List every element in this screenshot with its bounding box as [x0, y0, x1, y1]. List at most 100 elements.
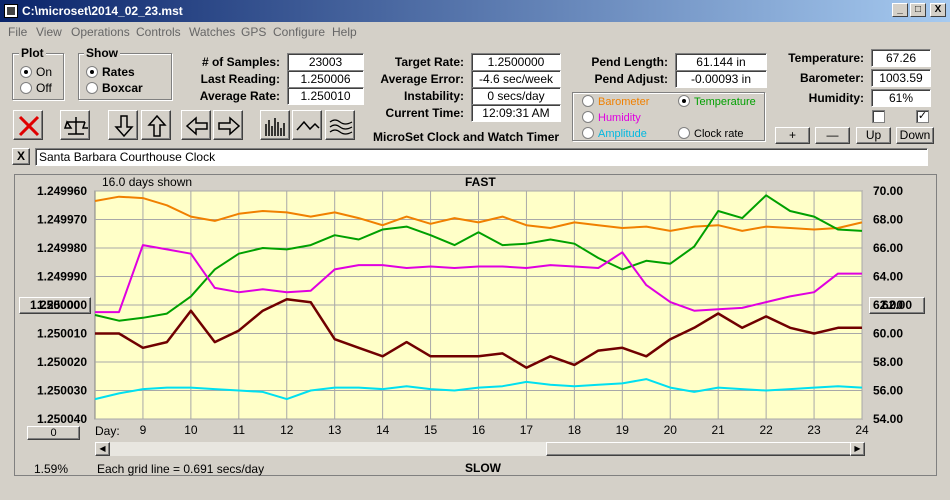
barometer-field: 1003.59 [871, 69, 931, 87]
menu-watches[interactable]: Watches [189, 25, 236, 39]
samples-label: # of Samples: [201, 55, 280, 69]
stop-button[interactable] [13, 110, 43, 140]
slow-label: SLOW [465, 461, 501, 475]
y-right-tick-label: 64.00 [873, 270, 903, 284]
left-value-button[interactable]: 1.250000 [19, 297, 91, 314]
menu-bar: File View Operations Controls Watches GP… [0, 22, 950, 42]
maximize-button[interactable]: □ [910, 3, 926, 17]
menu-operations[interactable]: Operations [71, 25, 130, 39]
trace-clockrate-label: Clock rate [694, 128, 744, 140]
y-left-tick-label: 1.249960 [37, 184, 87, 198]
x-tick-label: 19 [616, 423, 630, 437]
horizontal-scrollbar[interactable]: ◀ ▶ [94, 441, 866, 457]
x-tick-label: 12 [280, 423, 294, 437]
show-boxcar-label: Boxcar [102, 81, 143, 95]
day-axis-label: Day: [95, 424, 120, 438]
minimize-button[interactable]: _ [892, 3, 908, 17]
radio-on-icon [678, 95, 690, 107]
x-tick-label: 16 [472, 423, 486, 437]
trace-humidity-radio[interactable]: Humidity [582, 111, 641, 124]
radio-on-icon [86, 66, 98, 78]
menu-help[interactable]: Help [332, 25, 357, 39]
current-time-field: 12:09:31 AM [471, 104, 561, 122]
x-tick-label: 22 [759, 423, 773, 437]
arrow-left-button[interactable] [181, 110, 211, 140]
pend-length-label: Pend Length: [591, 55, 668, 69]
y-left-tick-label: 1.250020 [37, 355, 87, 369]
scroll-left-arrow-icon[interactable]: ◀ [95, 442, 110, 456]
arrow-up-button[interactable] [141, 110, 171, 140]
plot-group-title: Plot [19, 46, 46, 60]
fast-label: FAST [465, 175, 496, 189]
close-button[interactable]: X [930, 3, 946, 17]
checkbox-1[interactable] [872, 110, 885, 123]
y-left-tick-label: 1.249970 [37, 213, 87, 227]
close-clock-button[interactable]: X [12, 148, 30, 165]
minus-button[interactable]: — [815, 127, 850, 144]
arrow-right-button[interactable] [213, 110, 243, 140]
arrow-down-icon [114, 115, 134, 138]
plot-on-radio[interactable]: On [20, 65, 52, 79]
pend-adjust-label: Pend Adjust: [594, 72, 668, 86]
samples-field: 23003 [287, 53, 364, 71]
target-rate-field[interactable]: 1.2500000 [471, 53, 561, 71]
wave-plot-button[interactable] [325, 110, 355, 140]
average-rate-field: 1.250010 [287, 87, 364, 105]
app-icon [4, 4, 18, 18]
title-bar: C:\microset\2014_02_23.mst [0, 0, 950, 22]
left-axis-ticks: 1.249960 1.249970 1.249980 1.249990 1.250000… [37, 184, 87, 426]
right-value-button[interactable]: 62.00 [869, 297, 925, 314]
trace-barometer-radio[interactable]: Barometer [582, 95, 649, 108]
average-error-label: Average Error: [380, 72, 464, 86]
radio-off-icon [86, 82, 98, 94]
y-left-tick-label: 1.250030 [37, 384, 87, 398]
radio-off-icon [582, 111, 594, 123]
up-button[interactable]: Up [856, 127, 891, 144]
trace-temperature-radio[interactable]: Temperature [678, 95, 756, 108]
trace-selector [572, 92, 765, 141]
line-plot-button[interactable] [292, 110, 322, 140]
menu-file[interactable]: File [8, 25, 28, 39]
histogram-button[interactable] [260, 110, 290, 140]
arrow-down-button[interactable] [108, 110, 138, 140]
show-boxcar-radio[interactable]: Boxcar [86, 81, 143, 95]
down-button[interactable]: Down [896, 127, 934, 144]
trace-amplitude-radio[interactable]: Amplitude [582, 127, 647, 140]
series-lines [94, 194, 863, 401]
last-reading-label: Last Reading: [200, 72, 280, 86]
x-tick-label: 15 [424, 423, 438, 437]
menu-configure[interactable]: Configure [273, 25, 326, 39]
right-axis-ticks: 70.00 68.00 66.00 64.00 62.00 60.00 58.00 56.00… [873, 184, 903, 426]
plot-off-radio[interactable]: Off [20, 81, 52, 95]
target-rate-label: Target Rate: [394, 55, 464, 69]
menu-view[interactable]: View [36, 25, 62, 39]
clock-name-field[interactable]: Santa Barbara Courthouse Clock [35, 148, 928, 166]
y-right-tick-label: 66.00 [873, 241, 903, 255]
y-left-tick-label: 1.250010 [37, 327, 87, 341]
radio-off-icon [582, 95, 594, 107]
x-axis-ticks: 9 10 11 12 13 14 15 16 17 18 19 20 21 22 23 24 [140, 423, 869, 437]
trace-temperature-label: Temperature [694, 96, 756, 108]
x-tick-label: 23 [807, 423, 821, 437]
show-group-title: Show [84, 46, 120, 60]
menu-controls[interactable]: Controls [136, 25, 181, 39]
trace-clockrate-radio[interactable]: Clock rate [678, 127, 744, 140]
x-tick-label: 14 [376, 423, 390, 437]
balance-button[interactable] [60, 110, 90, 140]
pend-adjust-field: -0.00093 in [675, 70, 767, 88]
plus-button[interactable]: + [775, 127, 810, 144]
red-x-icon [18, 115, 40, 137]
y-right-tick-label: 68.00 [873, 213, 903, 227]
plot-off-label: Off [36, 81, 52, 95]
line-plot-icon [296, 120, 320, 131]
show-rates-radio[interactable]: Rates [86, 65, 135, 79]
zero-button[interactable]: 0 [27, 426, 80, 440]
checkbox-2[interactable]: ✓ [916, 110, 929, 123]
x-tick-label: 24 [855, 423, 869, 437]
y-left-tick-label: 1.250040 [37, 412, 87, 426]
scroll-right-arrow-icon[interactable]: ▶ [850, 442, 865, 456]
menu-gps[interactable]: GPS [241, 25, 267, 39]
app-name: MicroSet Clock and Watch Timer [373, 130, 560, 144]
x-tick-label: 13 [328, 423, 342, 437]
